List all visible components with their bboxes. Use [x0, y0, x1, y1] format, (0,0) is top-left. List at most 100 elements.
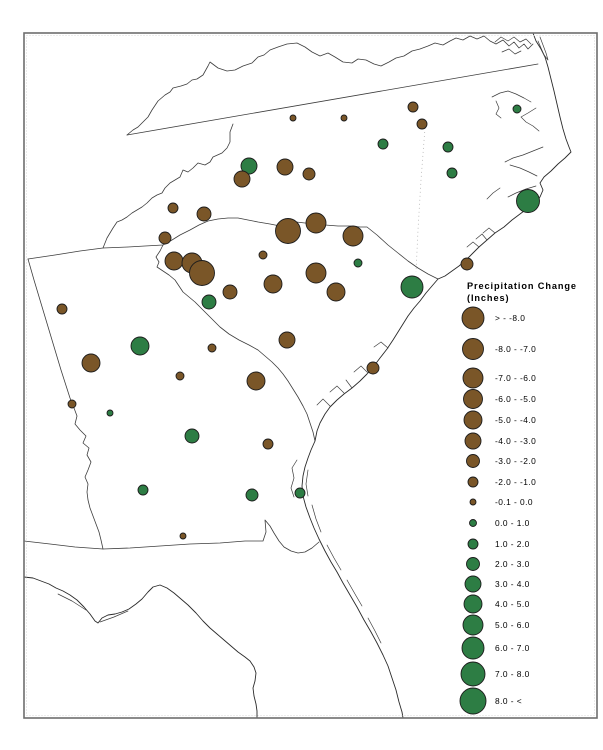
legend-label: 4.0 - 5.0 [495, 599, 530, 609]
station-bubble [278, 331, 296, 349]
legend-swatch [463, 594, 483, 614]
station-bubble [179, 532, 187, 540]
station-bubble [342, 225, 364, 247]
legend-title-line2: (Inches) [467, 293, 509, 303]
legend-swatch [466, 557, 480, 571]
station-bubble [275, 218, 301, 244]
legend-item: 4.0 - 5.0 [463, 594, 530, 614]
station-bubble [175, 371, 185, 381]
legend-label: -0.1 - 0.0 [495, 497, 533, 507]
legend-item: -6.0 - -5.0 [463, 389, 536, 409]
station-bubble [289, 114, 297, 122]
legend: Precipitation Change (Inches) > - -8.0 -8… [459, 281, 577, 715]
chesapeake-bay-detail [494, 36, 549, 61]
legend-swatch [461, 306, 485, 330]
station-bubble [167, 202, 179, 214]
pamlico-sound-detail [486, 146, 544, 200]
station-bubble [276, 158, 294, 176]
station-bubble [67, 399, 77, 409]
station-bubble [56, 303, 68, 315]
state-border-ga-north [27, 244, 164, 260]
legend-swatch [467, 476, 479, 488]
station-bubble [366, 361, 380, 375]
legend-item: -4.0 - -3.0 [464, 432, 536, 450]
legend-item: -3.0 - -2.0 [466, 454, 536, 468]
legend-label: -5.0 - -4.0 [495, 415, 536, 425]
legend-item: 0.0 - 1.0 [469, 518, 530, 528]
legend-item: -2.0 - -1.0 [467, 476, 536, 488]
station-bubble [302, 167, 316, 181]
legend-swatch [462, 338, 484, 360]
legend-label: 0.0 - 1.0 [495, 518, 530, 528]
station-bubble [416, 118, 428, 130]
legend-label: -3.0 - -2.0 [495, 456, 536, 466]
station-bubble [326, 282, 346, 302]
dotted-division-line [415, 127, 426, 273]
legend-swatch [467, 538, 479, 550]
legend-item: -0.1 - 0.0 [469, 497, 533, 507]
station-bubble [158, 231, 172, 245]
station-bubble [106, 409, 114, 417]
legend-label: -8.0 - -7.0 [495, 344, 536, 354]
station-bubble [407, 101, 419, 113]
station-bubble [196, 206, 212, 222]
legend-label: 2.0 - 3.0 [495, 559, 530, 569]
station-bubble [207, 343, 217, 353]
legend-item: 1.0 - 2.0 [467, 538, 529, 550]
albemarle-sound-detail [491, 90, 540, 132]
state-border-virginia-west [126, 35, 534, 136]
legend-label: > - -8.0 [495, 313, 525, 323]
legend-swatch [460, 661, 486, 687]
station-bubble [340, 114, 348, 122]
station-bubble [258, 250, 268, 260]
station-bubble [305, 262, 327, 284]
legend-swatch [464, 432, 482, 450]
legend-swatch [464, 575, 482, 593]
cape-fear-inlets [466, 227, 496, 248]
legend-swatch [469, 519, 477, 527]
legend-item: 6.0 - 7.0 [461, 636, 530, 660]
legend-swatch [463, 410, 483, 430]
station-bubble [460, 257, 474, 271]
station-bubble [400, 275, 424, 299]
station-bubble [240, 157, 258, 175]
legend-swatch [461, 636, 485, 660]
station-bubble [516, 189, 540, 213]
legend-label: -4.0 - -3.0 [495, 436, 536, 446]
legend-item: -8.0 - -7.0 [462, 338, 536, 360]
legend-swatch [459, 687, 487, 715]
station-bubble [189, 260, 215, 286]
station-bubble [130, 336, 150, 356]
legend-item: -5.0 - -4.0 [463, 410, 536, 430]
fl-barrier-islands [57, 593, 129, 623]
station-bubble [263, 274, 283, 294]
station-bubble [446, 167, 458, 179]
ga-barrier-islands [290, 459, 382, 644]
legend-label: 8.0 - < [495, 696, 522, 706]
state-border-al-ga [27, 258, 104, 550]
legend-label: 3.0 - 4.0 [495, 579, 530, 589]
legend-title-line1: Precipitation Change [467, 281, 577, 291]
station-bubble [442, 141, 454, 153]
atlantic-coastline [301, 32, 572, 719]
state-border-va-nc [126, 63, 539, 136]
station-bubble [246, 371, 266, 391]
legend-swatch [463, 389, 483, 409]
legend-label: -2.0 - -1.0 [495, 477, 536, 487]
station-bubble [305, 212, 327, 234]
legend-label: -7.0 - -6.0 [495, 373, 536, 383]
legend-item: 5.0 - 6.0 [462, 614, 529, 636]
state-border-tn-nc [102, 123, 234, 249]
station-bubble [184, 428, 200, 444]
legend-swatch [462, 614, 484, 636]
state-border-ga-sc-savannah-river [155, 244, 316, 442]
station-bubble [164, 251, 184, 271]
legend-swatch [466, 454, 480, 468]
map-frame [23, 32, 598, 719]
station-bubble [233, 170, 251, 188]
station-bubble [294, 487, 306, 499]
legend-item: 8.0 - < [459, 687, 522, 715]
legend-label: 6.0 - 7.0 [495, 643, 530, 653]
legend-items: > - -8.0 -8.0 - -7.0 -7.0 - -6.0 -6.0 - -5.… [459, 306, 536, 715]
